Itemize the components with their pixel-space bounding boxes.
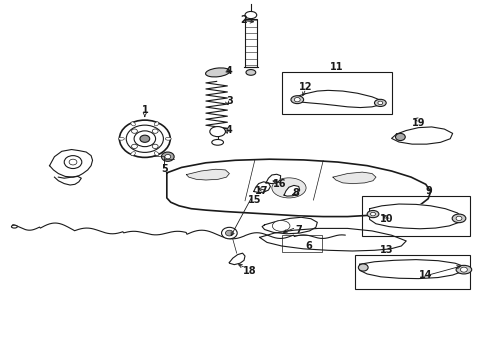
Ellipse shape [452,214,466,223]
Bar [282,72,392,114]
Ellipse shape [225,230,233,236]
Polygon shape [369,204,463,229]
Text: 15: 15 [248,195,262,205]
Text: 1: 1 [142,105,148,115]
Text: 13: 13 [380,245,394,255]
Text: 19: 19 [412,118,425,128]
Ellipse shape [152,129,158,133]
Polygon shape [254,182,270,193]
Polygon shape [229,253,245,265]
Ellipse shape [126,125,163,152]
Ellipse shape [374,99,386,107]
Bar [245,19,257,67]
Text: 11: 11 [330,62,343,72]
Text: 14: 14 [419,270,433,280]
Ellipse shape [165,137,171,140]
Text: 8: 8 [293,188,300,198]
Ellipse shape [378,101,383,105]
Ellipse shape [131,144,137,149]
Ellipse shape [246,69,256,75]
Ellipse shape [154,122,159,126]
Polygon shape [186,169,229,180]
Bar [282,234,322,252]
Ellipse shape [221,227,237,239]
Ellipse shape [272,178,306,198]
Ellipse shape [206,68,230,77]
Polygon shape [49,149,93,177]
Ellipse shape [461,267,467,272]
Text: 16: 16 [272,179,286,189]
Text: 3: 3 [226,96,233,106]
Ellipse shape [140,135,150,142]
Ellipse shape [294,98,300,102]
Ellipse shape [358,264,368,271]
Polygon shape [333,172,376,184]
Ellipse shape [456,265,472,274]
Text: 12: 12 [299,82,313,92]
Polygon shape [293,90,383,108]
Polygon shape [54,176,81,185]
Ellipse shape [210,127,225,136]
Bar [355,255,470,289]
Ellipse shape [131,152,135,156]
Text: 5: 5 [161,164,168,174]
Ellipse shape [134,131,156,147]
Text: 6: 6 [305,241,312,251]
Ellipse shape [367,211,379,218]
Ellipse shape [165,154,171,159]
Ellipse shape [291,96,304,104]
Ellipse shape [370,212,375,216]
Ellipse shape [161,152,174,161]
Ellipse shape [272,221,290,231]
Ellipse shape [395,134,405,140]
Text: 2: 2 [241,15,247,26]
Polygon shape [260,228,406,251]
Text: 17: 17 [255,186,269,196]
Bar [362,196,470,235]
Ellipse shape [69,159,77,165]
Polygon shape [360,260,465,279]
Ellipse shape [212,139,223,145]
Ellipse shape [152,144,158,149]
Polygon shape [266,174,281,184]
Ellipse shape [154,152,159,156]
Ellipse shape [245,12,257,19]
Ellipse shape [11,225,17,228]
Polygon shape [284,185,300,196]
Polygon shape [167,159,431,217]
Text: 4: 4 [226,66,233,76]
Ellipse shape [119,137,124,140]
Ellipse shape [131,129,137,133]
Ellipse shape [120,120,170,157]
Ellipse shape [456,216,462,221]
Polygon shape [392,127,453,144]
Text: 7: 7 [295,225,302,235]
Ellipse shape [64,156,82,168]
Ellipse shape [131,122,135,126]
Text: 10: 10 [380,215,393,224]
Text: 9: 9 [425,186,432,196]
Text: 18: 18 [243,266,257,276]
Polygon shape [262,217,318,234]
Text: 4: 4 [226,125,233,135]
